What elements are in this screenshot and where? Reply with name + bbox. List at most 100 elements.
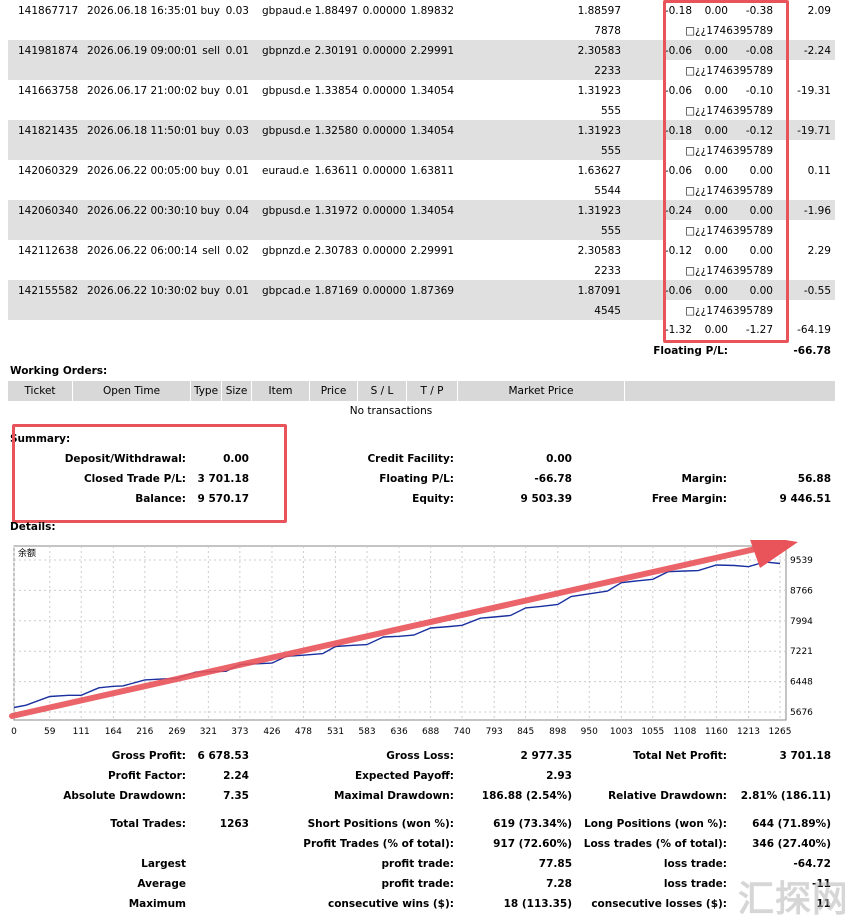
stat-profit-factor: 2.24 — [223, 770, 249, 782]
stat-largest-label: Largest — [141, 858, 186, 870]
cell-taxes: 0.00 — [704, 285, 728, 297]
cell-market-tail: 2233 — [594, 265, 621, 277]
cell-size: 0.01 — [225, 45, 249, 57]
x-tick-label: 583 — [358, 727, 375, 737]
x-tick-label: 740 — [454, 727, 471, 737]
stat-max-losses: 11 — [816, 898, 831, 910]
cell-commission: -0.24 — [664, 205, 692, 217]
cell-sl: 0.00000 — [362, 85, 406, 97]
margin-value: 56.88 — [797, 473, 831, 485]
cell-market-price: 1.88597 — [577, 5, 621, 17]
cell-market-price: 2.30583 — [577, 45, 621, 57]
cell-type: sell — [202, 45, 220, 57]
x-tick-label: 269 — [168, 727, 185, 737]
equity-label: Equity: — [412, 493, 454, 505]
cell-market-tail: 5544 — [594, 185, 621, 197]
summary-title: Summary: — [10, 433, 71, 445]
stat-total-trades: 1263 — [219, 818, 249, 830]
highlight-box-charges — [663, 0, 789, 343]
stat-profit-factor-label: Profit Factor: — [107, 770, 186, 782]
cell-item: gbpnzd.e — [262, 245, 311, 257]
stat-max-wins-label: consecutive wins ($): — [327, 898, 454, 910]
cell-commission: -0.18 — [664, 125, 692, 137]
equity-value: 9 503.39 — [520, 493, 572, 505]
cell-market-tail: 555 — [600, 105, 621, 117]
cell-sl: 0.00000 — [362, 45, 406, 57]
row-band — [8, 280, 835, 300]
cell-comment: □¿¿1746395789 — [685, 185, 773, 197]
cell-market-price: 1.87091 — [577, 285, 621, 297]
cell-comment: □¿¿1746395789 — [685, 65, 773, 77]
stat-net-profit-label: Total Net Profit: — [632, 750, 727, 762]
col-sl: S / L — [358, 381, 407, 401]
cell-price: 1.33854 — [314, 85, 358, 97]
x-tick-label: 1003 — [610, 727, 633, 737]
row-band — [8, 200, 835, 220]
cell-swap: -0.12 — [745, 125, 773, 137]
stat-gross-loss: 2 977.35 — [520, 750, 572, 762]
cell-type: buy — [200, 85, 220, 97]
credit-label: Credit Facility: — [367, 453, 454, 465]
x-tick-label: 845 — [517, 727, 534, 737]
cell-swap: -0.38 — [745, 5, 773, 17]
cell-price: 1.87169 — [314, 285, 358, 297]
stat-gross-profit: 6 678.53 — [197, 750, 249, 762]
cell-market-price: 1.31923 — [577, 85, 621, 97]
watermark-logo: 汇探网 — [738, 879, 845, 920]
cell-comment: □¿¿1746395789 — [685, 265, 773, 277]
cell-open-time: 2026.06.22 06:00:14 — [87, 245, 198, 257]
cell-ticket: 142060340 — [18, 205, 79, 217]
stat-profit-trades: 917 (72.60%) — [493, 838, 572, 850]
cell-ticket: 142060329 — [18, 165, 79, 177]
cell-sl: 0.00000 — [362, 5, 406, 17]
cell-type: buy — [200, 5, 220, 17]
x-tick-label: 0 — [11, 727, 17, 737]
cell-open-time: 2026.06.19 09:00:01 — [87, 45, 198, 57]
stat-largest-profit: 77.85 — [538, 858, 572, 870]
x-tick-label: 373 — [231, 727, 248, 737]
cell-size: 0.02 — [225, 245, 249, 257]
total-commission: -1.32 — [664, 324, 692, 336]
stat-loss-trades-label: Loss trades (% of total): — [583, 838, 727, 850]
cell-open-time: 2026.06.22 10:30:02 — [87, 285, 198, 297]
stat-expected-payoff-label: Expected Payoff: — [354, 770, 454, 782]
x-tick-label: 426 — [263, 727, 280, 737]
x-tick-label: 1055 — [641, 727, 664, 737]
cell-price: 2.30191 — [314, 45, 358, 57]
x-tick-label: 636 — [391, 727, 408, 737]
cell-tp: 1.34054 — [410, 205, 454, 217]
col-market-price: Market Price — [458, 381, 625, 401]
stat-gross-profit-label: Gross Profit: — [111, 750, 186, 762]
cell-taxes: 0.00 — [704, 125, 728, 137]
free-margin-label: Free Margin: — [651, 493, 727, 505]
cell-market-tail: 2233 — [594, 65, 621, 77]
cell-sl: 0.00000 — [362, 205, 406, 217]
stat-loss-trades: 346 (27.40%) — [752, 838, 831, 850]
cell-comment: □¿¿1746395789 — [685, 25, 773, 37]
cell-sl: 0.00000 — [362, 165, 406, 177]
cell-price: 1.32580 — [314, 125, 358, 137]
stat-profit-trades-label: Profit Trades (% of total): — [303, 838, 454, 850]
stat-max-wins: 18 (113.35) — [503, 898, 572, 910]
balance-chart: 0 59 111 164 216 269 321 373 426 478 531 583 636 688 7… — [9, 540, 813, 737]
col-size: Size — [222, 381, 252, 401]
cell-taxes: 0.00 — [704, 165, 728, 177]
cell-sl: 0.00000 — [362, 285, 406, 297]
x-tick-label: 1160 — [705, 727, 728, 737]
cell-market-tail: 555 — [600, 145, 621, 157]
stat-gross-loss-label: Gross Loss: — [386, 750, 454, 762]
cell-item: gbpusd.e — [262, 85, 311, 97]
no-transactions-text: No transactions — [349, 405, 433, 417]
floating-pl-label: Floating P/L: — [379, 473, 454, 485]
closed-pl-value: 3 701.18 — [197, 473, 249, 485]
stat-long: 644 (71.89%) — [752, 818, 831, 830]
stat-long-label: Long Positions (won %): — [584, 818, 727, 830]
cell-swap: -0.08 — [745, 45, 773, 57]
stat-average-label: Average — [137, 878, 186, 890]
cell-comment: □¿¿1746395789 — [685, 145, 773, 157]
stat-largest-profit-label: profit trade: — [381, 858, 455, 870]
cell-commission: -0.06 — [664, 165, 692, 177]
cell-item: gbpcad.e — [262, 285, 311, 297]
cell-profit: -2.24 — [803, 45, 831, 57]
chart-title: 余额 — [18, 547, 36, 559]
